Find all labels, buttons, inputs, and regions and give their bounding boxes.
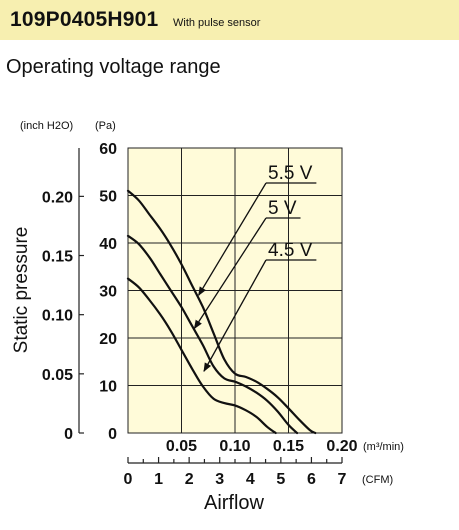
annotation-arrow-1 <box>198 182 267 297</box>
y-tick-label-pa: 10 <box>99 379 117 396</box>
annotation-label-3: 4.5 V <box>268 240 313 261</box>
grid <box>127 147 343 434</box>
section-title: Operating voltage range <box>6 56 221 78</box>
x-tick-label-cfm: 3 <box>215 471 224 488</box>
y-unit-primary: (Pa) <box>95 120 116 132</box>
x-tick-label-m3min: 0.15 <box>273 438 304 455</box>
x-axis-label: Airflow <box>204 492 265 514</box>
annotation-label-1: 5.5 V <box>268 163 313 184</box>
series-line-3 <box>126 277 277 435</box>
x-tick-label-cfm: 7 <box>338 471 347 488</box>
annotation-arrow-2 <box>193 217 267 330</box>
x-unit-secondary: (CFM) <box>362 474 393 486</box>
y-axis-label: Static pressure <box>11 227 32 354</box>
y-unit-secondary: (inch H2O) <box>20 120 73 132</box>
annotation-arrow-3 <box>203 259 267 373</box>
annotations: 5.5 V 5 V 4.5 V <box>193 163 317 373</box>
x-tick-label-cfm: 0 <box>124 471 133 488</box>
y-tick-label-pa: 0 <box>108 426 117 443</box>
x-tick-label-cfm: 1 <box>154 471 163 488</box>
y-tick-label-inch: 0.15 <box>42 249 73 266</box>
annotation-label-2: 5 V <box>268 198 297 219</box>
header-bar: 109P0405H901 With pulse sensor <box>0 0 459 40</box>
series-group <box>126 189 317 435</box>
model-subtitle: With pulse sensor <box>173 17 261 29</box>
x-tick-label-m3min: 0.20 <box>326 438 357 455</box>
y-tick-label-pa: 50 <box>99 189 117 206</box>
y-tick-label-pa: 20 <box>99 331 117 348</box>
series-line-1 <box>126 189 317 435</box>
x-tick-label-m3min: 0.05 <box>166 438 197 455</box>
y-tick-label-inch: 0.10 <box>42 308 73 325</box>
y-tick-label-inch: 0.20 <box>42 189 73 206</box>
plot-frame <box>127 147 343 434</box>
y-tick-label-pa: 60 <box>99 141 117 158</box>
x-tick-label-m3min: 0.10 <box>219 438 250 455</box>
y-tick-label-pa: 30 <box>99 284 117 301</box>
y-tick-label-pa: 40 <box>99 236 117 253</box>
x-unit-primary: (m³/min) <box>363 441 404 453</box>
x-tick-label-cfm: 2 <box>185 471 194 488</box>
series-line-2 <box>126 234 299 435</box>
y-tick-label-inch: 0 <box>64 426 73 443</box>
y-tick-label-inch: 0.05 <box>42 367 73 384</box>
x-tick-label-cfm: 5 <box>276 471 285 488</box>
x-tick-label-cfm: 4 <box>246 471 255 488</box>
model-number-title: 109P0405H901 <box>10 8 159 31</box>
x-tick-label-cfm: 6 <box>307 471 316 488</box>
